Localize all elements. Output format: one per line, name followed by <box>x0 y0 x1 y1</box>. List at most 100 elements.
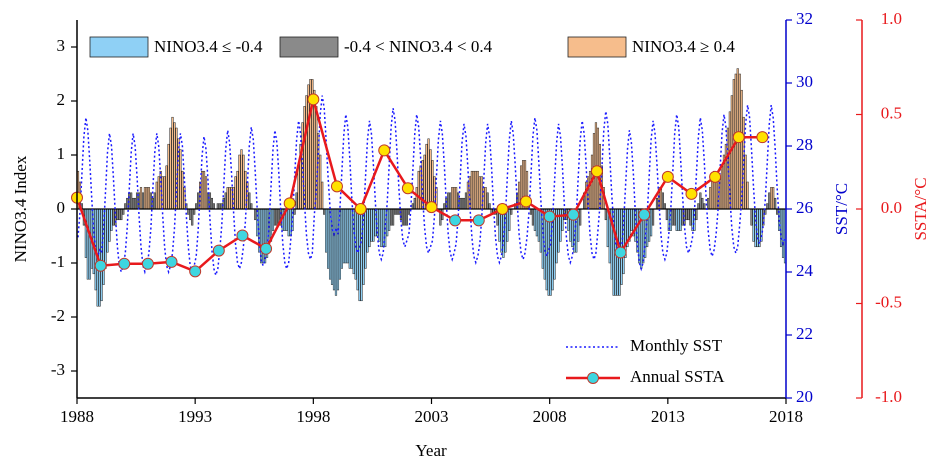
marker <box>94 259 107 272</box>
bar <box>116 208 119 221</box>
bar <box>651 208 655 226</box>
bar <box>240 149 243 210</box>
bar <box>415 187 418 210</box>
bar <box>427 138 430 210</box>
marker <box>283 197 296 210</box>
bar <box>445 197 448 210</box>
bar <box>348 208 351 269</box>
bar <box>537 208 540 242</box>
bar <box>486 192 489 210</box>
bar <box>622 208 625 275</box>
marker <box>567 208 580 221</box>
bar <box>472 170 475 210</box>
y-tick-label: -2 <box>51 306 65 325</box>
bar <box>401 208 405 226</box>
bar <box>356 208 359 291</box>
bar <box>405 208 408 226</box>
legend-label: -0.4 < NINO3.4 < 0.4 <box>344 37 493 56</box>
bar <box>200 170 204 210</box>
bar <box>709 187 712 210</box>
bar <box>464 192 468 210</box>
bar <box>157 176 160 210</box>
marker <box>756 131 769 144</box>
bar <box>256 208 259 237</box>
bar <box>742 116 745 210</box>
marker <box>165 255 178 268</box>
bar <box>484 187 487 210</box>
y-tick-label: -1 <box>51 252 65 271</box>
bar <box>289 208 292 237</box>
bar <box>397 208 401 215</box>
bar <box>254 208 257 221</box>
bar <box>650 208 653 237</box>
bar <box>655 197 659 210</box>
bar <box>250 203 253 210</box>
bar <box>106 208 109 253</box>
y2-tick-label: 28 <box>796 135 813 154</box>
bar <box>323 208 326 215</box>
bar <box>273 208 277 226</box>
legend-label: Monthly SST <box>630 336 723 355</box>
bar <box>218 203 221 210</box>
bar <box>110 208 113 231</box>
x-tick-label: 2003 <box>415 407 449 426</box>
bar <box>750 208 753 226</box>
bar <box>84 208 87 258</box>
bar <box>453 187 456 210</box>
bar <box>262 208 265 264</box>
bar <box>419 165 422 210</box>
bar <box>380 208 383 248</box>
bar <box>171 116 174 210</box>
bar <box>579 208 582 226</box>
bar <box>86 208 89 280</box>
bar <box>455 187 458 210</box>
bar <box>244 170 247 210</box>
bar <box>535 208 538 237</box>
bar <box>673 208 676 226</box>
bar <box>770 187 773 210</box>
bar <box>395 208 399 215</box>
bar <box>124 203 127 210</box>
bar <box>236 170 239 210</box>
bar <box>327 208 330 269</box>
y3-tick-label: -0.5 <box>875 292 902 311</box>
bar <box>460 197 464 210</box>
bar <box>504 208 507 253</box>
bar <box>108 208 111 242</box>
bar <box>130 192 133 210</box>
bar <box>458 197 462 210</box>
bar <box>303 106 306 210</box>
bar <box>228 187 231 210</box>
bar <box>197 192 200 210</box>
bar <box>399 208 403 221</box>
marker <box>520 195 533 208</box>
bar <box>372 208 375 242</box>
legend-swatch <box>279 36 339 58</box>
bar <box>202 170 206 210</box>
bar <box>663 203 666 210</box>
bar <box>531 208 535 226</box>
bar <box>374 208 377 237</box>
marker <box>732 131 745 144</box>
bar <box>141 192 145 210</box>
marker <box>236 229 249 242</box>
marker <box>638 208 651 221</box>
bar <box>319 154 322 210</box>
bar <box>293 208 296 215</box>
bar <box>561 208 564 231</box>
bar <box>287 208 290 237</box>
bar <box>368 208 371 248</box>
marker <box>425 201 438 214</box>
bar <box>697 203 700 210</box>
bar <box>132 197 135 210</box>
marker <box>472 214 485 227</box>
bar <box>766 203 769 210</box>
bar <box>443 203 446 210</box>
x-tick-label: 1998 <box>296 407 330 426</box>
bar <box>224 192 227 210</box>
bar <box>151 197 154 210</box>
bar <box>689 208 692 226</box>
bar <box>134 197 137 210</box>
bar <box>671 208 674 226</box>
y3-axis-title: SSTA/°C <box>911 177 930 240</box>
